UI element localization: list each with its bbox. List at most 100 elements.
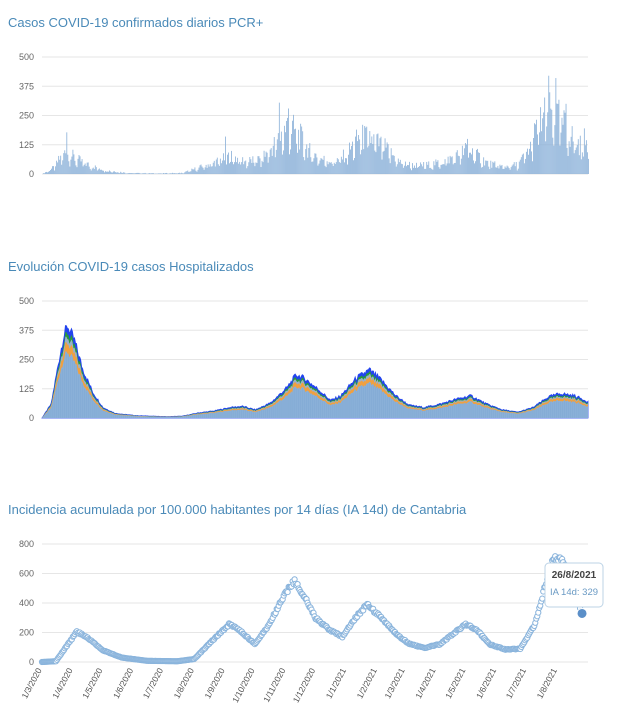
case-bar xyxy=(396,164,398,174)
case-bar xyxy=(550,108,552,174)
case-bar xyxy=(103,170,104,174)
case-bar xyxy=(442,164,444,174)
case-bar xyxy=(467,138,468,174)
case-bar xyxy=(145,173,147,174)
case-bar xyxy=(323,155,325,174)
case-bar xyxy=(221,160,223,174)
case-bar xyxy=(236,162,238,174)
case-bar xyxy=(355,136,356,174)
case-bar xyxy=(418,166,420,174)
y-tick-label: 250 xyxy=(19,355,34,365)
case-bar xyxy=(443,164,445,174)
case-bar xyxy=(275,149,277,174)
hospital-area-series xyxy=(42,351,588,418)
case-bar xyxy=(402,167,404,174)
case-bar xyxy=(547,112,549,174)
case-bar xyxy=(583,128,585,174)
case-bar xyxy=(472,148,473,174)
case-bar xyxy=(566,147,568,174)
case-bar xyxy=(573,153,575,174)
case-bar xyxy=(398,162,400,174)
case-bar xyxy=(450,157,452,174)
case-bar xyxy=(84,163,86,174)
case-bar xyxy=(528,154,529,174)
ia-point xyxy=(539,595,546,602)
case-bar xyxy=(446,163,448,174)
y-tick-label: 375 xyxy=(19,325,34,335)
case-bar xyxy=(538,144,539,174)
case-bar xyxy=(421,164,423,174)
case-bar xyxy=(192,169,194,174)
ia-highlight-point[interactable] xyxy=(576,607,588,619)
case-bar xyxy=(496,167,498,174)
case-bar xyxy=(109,170,110,174)
case-bar xyxy=(554,125,556,174)
case-bar xyxy=(169,173,170,174)
case-bar xyxy=(337,159,339,174)
tooltip-value: IA 14d: 329 xyxy=(550,587,598,598)
case-bar xyxy=(148,173,150,174)
case-bar xyxy=(58,155,60,174)
case-bar xyxy=(293,114,294,174)
case-bar xyxy=(276,139,278,174)
case-bar xyxy=(329,162,331,174)
case-bar xyxy=(253,162,255,174)
case-bar xyxy=(385,147,387,174)
case-bar xyxy=(104,172,105,174)
case-bar xyxy=(390,148,392,174)
case-bar xyxy=(473,160,474,174)
x-tick-label: 1/3/2021 xyxy=(382,666,406,700)
case-bar xyxy=(152,173,154,174)
case-bar xyxy=(248,162,250,174)
case-bar xyxy=(553,145,555,174)
case-bar xyxy=(533,138,534,174)
case-bar xyxy=(171,173,172,174)
case-bar xyxy=(300,123,302,174)
case-bar xyxy=(314,153,316,174)
x-tick-label: 1/3/2020 xyxy=(19,666,43,700)
case-bar xyxy=(194,167,196,174)
panel-cases: Casos COVID-19 confirmados diarios PCR+ xyxy=(0,0,621,240)
case-bar xyxy=(427,164,429,174)
case-bar xyxy=(75,165,77,174)
case-bar xyxy=(130,173,132,174)
case-bar xyxy=(515,161,517,174)
x-tick-label: 1/7/2021 xyxy=(504,666,528,700)
case-bar xyxy=(502,168,504,174)
case-bar xyxy=(315,153,317,174)
chart-title-hospital: Evolución COVID-19 casos Hospitalizados xyxy=(8,259,254,274)
case-bar xyxy=(159,173,161,174)
case-bar xyxy=(580,159,582,174)
case-bar xyxy=(322,159,324,174)
case-bar xyxy=(585,140,587,174)
case-bar xyxy=(246,168,248,174)
y-tick-label: 125 xyxy=(19,384,34,394)
case-bar xyxy=(70,159,72,174)
case-bar xyxy=(401,164,403,174)
case-bar xyxy=(464,143,466,174)
x-tick-label: 1/8/2021 xyxy=(535,666,559,700)
case-bar xyxy=(53,166,54,174)
case-bar xyxy=(303,157,305,174)
case-bar xyxy=(558,99,560,174)
case-bar xyxy=(400,163,402,174)
case-bar xyxy=(321,158,323,174)
case-bar xyxy=(131,173,133,174)
case-bar xyxy=(231,150,232,174)
case-bar xyxy=(282,150,284,174)
case-bar xyxy=(430,167,432,174)
case-bar xyxy=(350,149,351,174)
case-bar xyxy=(557,103,559,174)
case-bar xyxy=(485,160,487,174)
case-bar xyxy=(45,172,46,174)
case-bar xyxy=(579,135,581,174)
case-bar xyxy=(501,164,503,174)
case-bar xyxy=(546,126,548,174)
case-bar xyxy=(138,172,140,174)
y-tick-label: 125 xyxy=(19,140,34,150)
case-bar xyxy=(529,148,530,174)
case-bar xyxy=(263,150,265,174)
case-bar xyxy=(258,156,260,174)
case-bar xyxy=(407,164,408,174)
case-bar xyxy=(523,163,525,174)
